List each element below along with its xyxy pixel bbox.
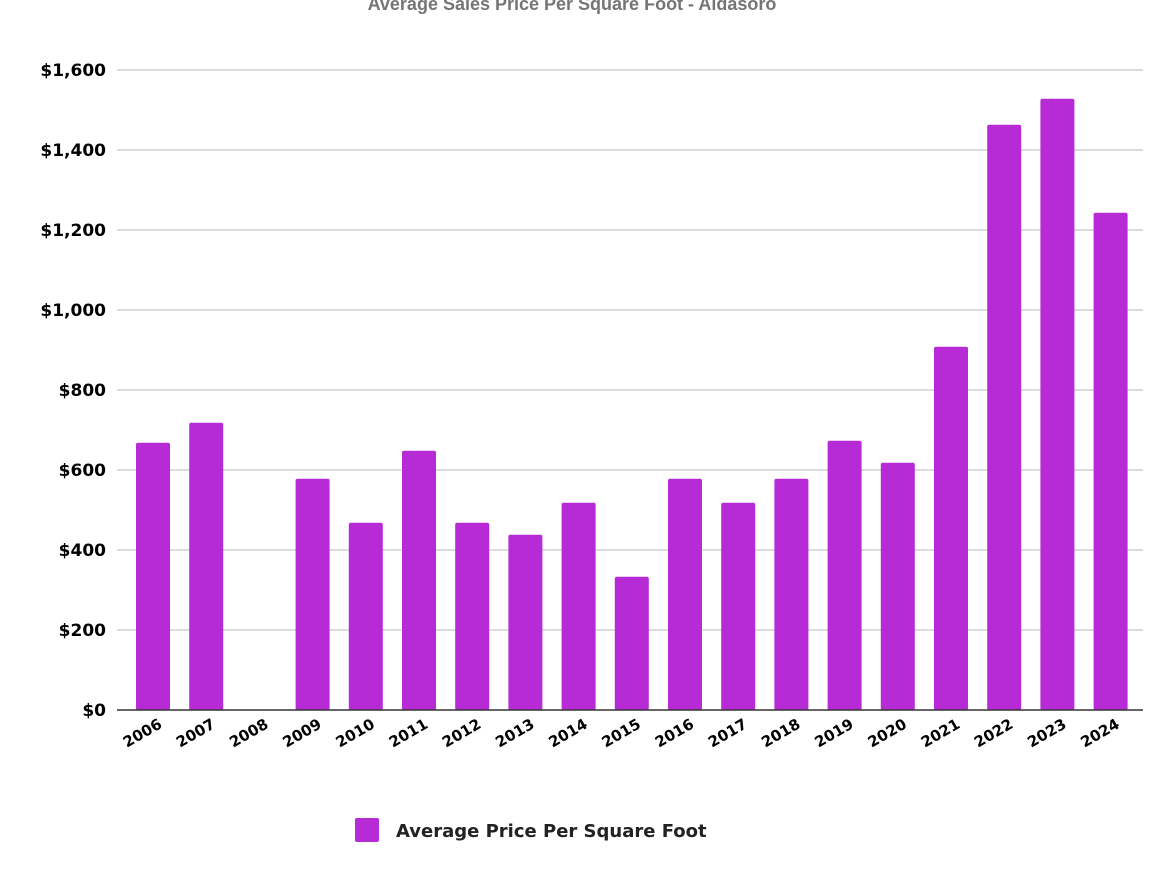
x-tick-label: 2019 bbox=[811, 715, 856, 751]
y-axis-ticks: $0 $200 $400 $600 $800 $1,000 $1,200 $1,400 $1,6… bbox=[40, 61, 106, 721]
bar-2010 bbox=[348, 522, 383, 710]
x-tick-label: 2008 bbox=[226, 715, 271, 751]
x-axis-ticks: 2006 2007 2008 2009 2010 2011 2012 2013 2014 2015… bbox=[120, 715, 1123, 751]
bars bbox=[136, 98, 1128, 711]
x-tick-label: 2023 bbox=[1024, 715, 1069, 751]
y-tick-label: $0 bbox=[82, 701, 106, 721]
bar-2019 bbox=[827, 440, 862, 710]
x-tick-label: 2015 bbox=[599, 715, 644, 751]
x-tick-label: 2010 bbox=[333, 715, 378, 751]
x-tick-label: 2012 bbox=[439, 715, 484, 751]
y-tick-label: $1,200 bbox=[40, 221, 106, 241]
bar-2013 bbox=[508, 534, 543, 710]
legend-label: Average Price Per Square Foot bbox=[396, 821, 707, 842]
chart-title: Average Sales Price Per Square Foot - Al… bbox=[367, 0, 777, 14]
bar-2023 bbox=[1040, 98, 1075, 711]
x-tick-label: 2021 bbox=[918, 715, 963, 751]
bar-2018 bbox=[774, 478, 809, 710]
x-tick-label: 2022 bbox=[971, 715, 1016, 751]
y-tick-label: $1,400 bbox=[40, 141, 106, 161]
bar-2012 bbox=[455, 522, 490, 710]
bar-2024 bbox=[1093, 212, 1128, 711]
y-tick-label: $1,600 bbox=[40, 61, 106, 81]
y-tick-label: $1,000 bbox=[40, 301, 106, 321]
y-tick-label: $800 bbox=[59, 381, 106, 401]
y-tick-label: $600 bbox=[59, 461, 106, 481]
legend-swatch bbox=[355, 818, 379, 842]
y-tick-label: $400 bbox=[59, 541, 106, 561]
bar-2020 bbox=[880, 462, 915, 710]
y-tick-label: $200 bbox=[59, 621, 106, 641]
bar-2009 bbox=[295, 478, 330, 710]
bar-2022 bbox=[987, 124, 1022, 711]
bar-2014 bbox=[561, 502, 596, 710]
x-tick-label: 2024 bbox=[1077, 715, 1122, 751]
x-tick-label: 2014 bbox=[545, 715, 590, 751]
x-tick-label: 2018 bbox=[758, 715, 803, 751]
x-tick-label: 2016 bbox=[652, 715, 697, 751]
bar-2021 bbox=[934, 346, 968, 710]
x-tick-label: 2017 bbox=[705, 715, 750, 751]
x-tick-label: 2009 bbox=[279, 715, 324, 751]
bar-2015 bbox=[614, 576, 649, 710]
x-tick-label: 2007 bbox=[173, 715, 218, 751]
x-tick-label: 2011 bbox=[386, 715, 431, 751]
bar-2006 bbox=[136, 442, 170, 710]
bar-2011 bbox=[402, 450, 436, 710]
bar-2016 bbox=[668, 478, 702, 710]
x-tick-label: 2013 bbox=[492, 715, 537, 751]
x-tick-label: 2020 bbox=[865, 715, 910, 751]
legend: Average Price Per Square Foot bbox=[355, 818, 707, 842]
bar-2007 bbox=[189, 422, 224, 710]
x-tick-label: 2006 bbox=[120, 715, 165, 751]
bar-2017 bbox=[721, 502, 756, 710]
